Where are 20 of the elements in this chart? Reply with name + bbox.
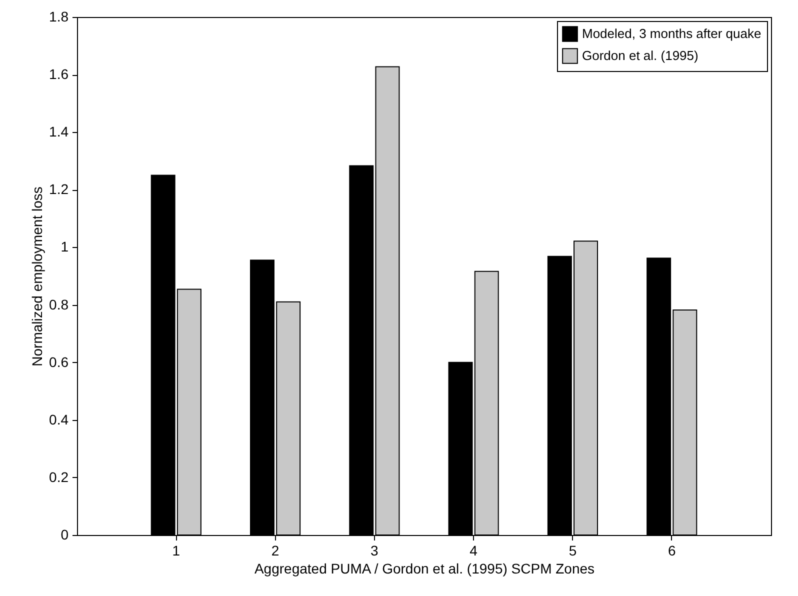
y-tick-label: 1.4 — [49, 124, 69, 140]
y-axis-title: Normalized employment loss — [29, 186, 46, 366]
y-tick-label: 1.8 — [49, 8, 69, 24]
x-tick-label: 5 — [568, 542, 577, 558]
y-tick-label: 1.6 — [49, 66, 69, 82]
x-tick-label: 4 — [470, 542, 478, 558]
y-tick-label: 1 — [60, 238, 69, 255]
x-tick-label: 3 — [370, 542, 379, 558]
legend-label: Modeled, 3 months after quake — [582, 26, 762, 41]
y-tick-label: 0.6 — [49, 354, 69, 370]
x-axis-title: Aggregated PUMA / Gordon et al. (1995) SCPM Zones — [254, 560, 595, 576]
x-tick-label: 6 — [668, 542, 676, 558]
y-tick-label: 0.2 — [49, 468, 69, 485]
y-tick-label: 1.2 — [49, 181, 69, 198]
y-tick-label: 0 — [60, 526, 69, 542]
legend-label: Gordon et al. (1995) — [582, 48, 698, 63]
x-tick-label: 2 — [271, 542, 280, 558]
x-tick-label: 1 — [172, 542, 180, 558]
y-tick-label: 0.8 — [49, 296, 69, 312]
y-tick-label: 0.4 — [49, 411, 69, 428]
